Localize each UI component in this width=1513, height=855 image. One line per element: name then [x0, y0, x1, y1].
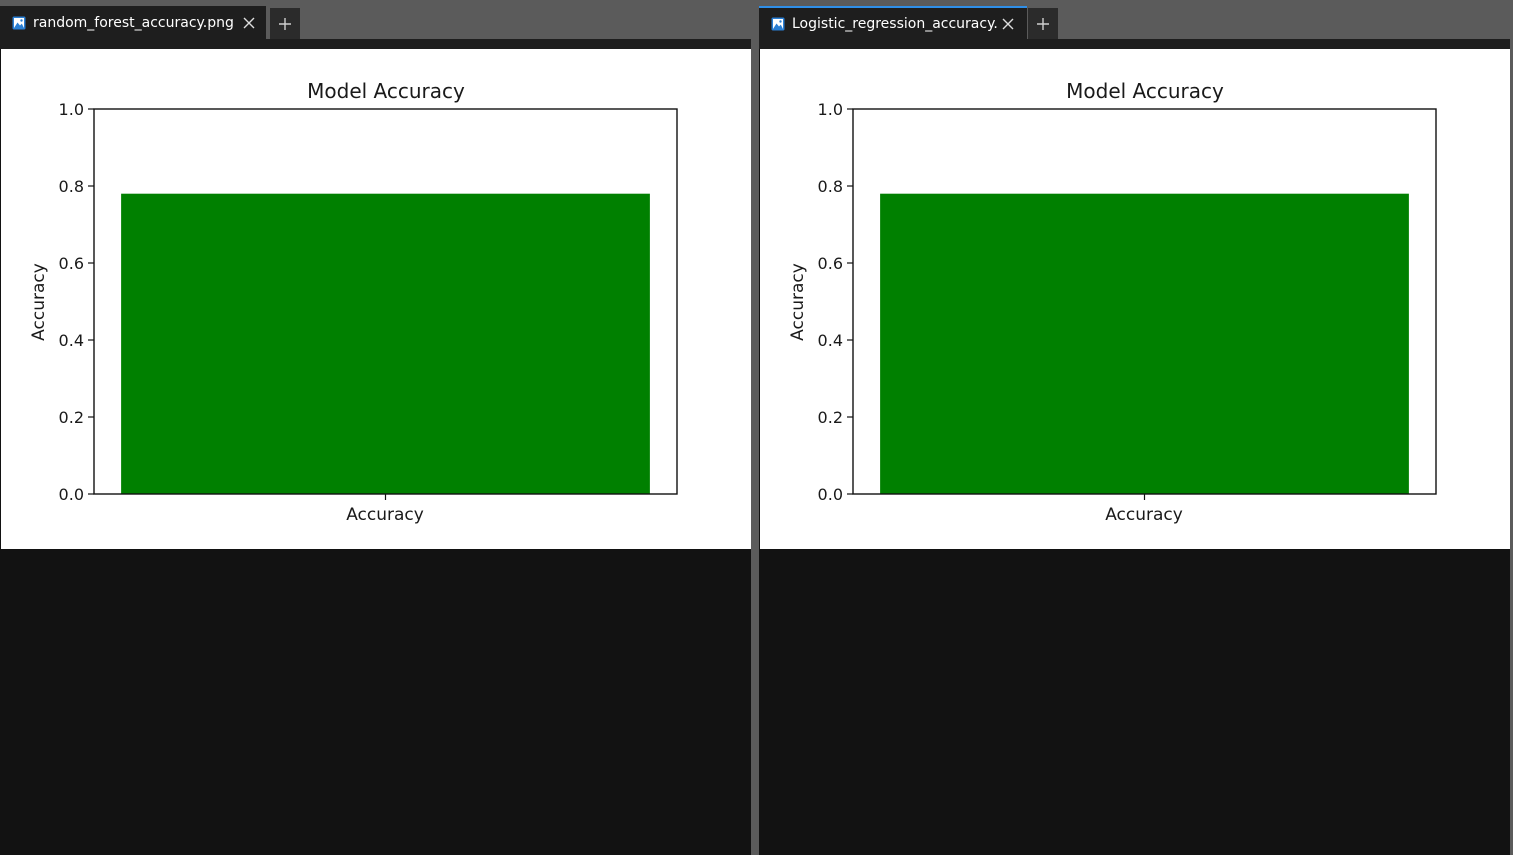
y-tick-label: 1.0	[818, 100, 843, 119]
bar-chart: Model Accuracy Accuracy Accuracy 0.0 0.2 0…	[29, 79, 678, 525]
image-file-icon	[771, 17, 785, 31]
y-axis-label: Accuracy	[29, 263, 49, 341]
close-icon[interactable]	[241, 15, 257, 31]
y-tick-label: 0.4	[59, 331, 84, 350]
tab-random-forest-accuracy[interactable]: random_forest_accuracy.png	[0, 6, 266, 39]
plot-frame	[93, 108, 678, 495]
y-tick-label: 0.8	[59, 177, 84, 196]
plus-icon	[1037, 17, 1049, 30]
y-tick-label: 0.6	[59, 254, 84, 273]
x-axis-label: Accuracy	[1105, 505, 1183, 525]
new-tab-button[interactable]	[270, 8, 300, 39]
plot-frame	[852, 108, 1437, 495]
chart-title: Model Accuracy	[1066, 79, 1224, 103]
tab-bar: random_forest_accuracy.png	[0, 0, 751, 39]
image-file-icon	[12, 16, 26, 30]
new-tab-button[interactable]	[1028, 8, 1058, 39]
y-tick-label: 0.2	[818, 408, 843, 427]
bar	[121, 193, 650, 494]
y-tick-label: 0.0	[59, 485, 84, 504]
bar	[880, 193, 1409, 494]
y-tick-label: 0.6	[818, 254, 843, 273]
bar-chart: Model Accuracy Accuracy Accuracy 0.0 0.2 0…	[788, 79, 1437, 525]
y-tick-label: 0.2	[59, 408, 84, 427]
tab-bar-separator	[759, 39, 1510, 49]
tab-label: Logistic_regression_accuracy.png	[792, 15, 997, 32]
editor-pane-right: Logistic_regression_accuracy.png Model A…	[759, 0, 1510, 855]
image-preview: Model Accuracy Accuracy Accuracy 0.0 0.2 0…	[760, 49, 1510, 549]
y-tick-label: 0.8	[818, 177, 843, 196]
y-tick-label: 0.4	[818, 331, 843, 350]
tab-bar: Logistic_regression_accuracy.png	[759, 0, 1510, 39]
close-icon[interactable]	[1000, 16, 1016, 32]
editor-pane-left: random_forest_accuracy.png Model Accurac…	[0, 0, 751, 855]
tab-logistic-regression-accuracy[interactable]: Logistic_regression_accuracy.png	[759, 6, 1027, 39]
y-tick-label: 0.0	[818, 485, 843, 504]
tab-label: random_forest_accuracy.png	[33, 14, 234, 31]
y-tick-label: 1.0	[59, 100, 84, 119]
tab-bar-separator	[0, 39, 751, 49]
chart-title: Model Accuracy	[307, 79, 465, 103]
image-preview: Model Accuracy Accuracy Accuracy 0.0 0.2 0…	[1, 49, 751, 549]
plus-icon	[279, 17, 291, 30]
x-axis-label: Accuracy	[346, 505, 424, 525]
y-axis-label: Accuracy	[788, 263, 808, 341]
